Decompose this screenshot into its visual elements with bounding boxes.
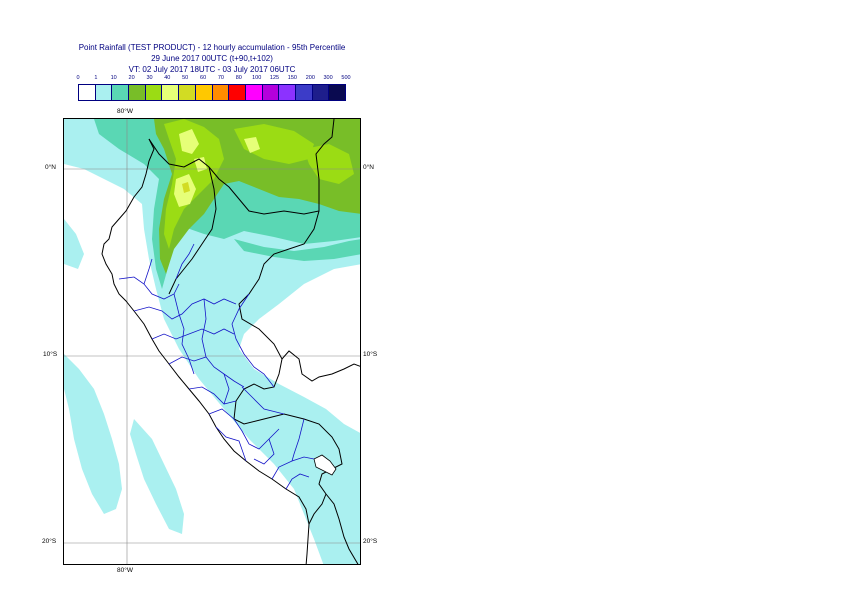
- lat-label-right: 10°S: [363, 351, 378, 358]
- lat-label-left: 20°S: [42, 538, 57, 545]
- admin-border: [291, 418, 305, 462]
- legend-swatch: [145, 85, 163, 100]
- graticule: [64, 119, 360, 564]
- admin-border: [285, 473, 310, 490]
- legend-swatch: [229, 85, 246, 100]
- admin-border: [253, 438, 275, 465]
- lake-titicaca: [313, 454, 337, 476]
- rain-area-very-intense: [179, 129, 199, 154]
- legend-swatch: [312, 85, 330, 100]
- legend-swatch: [162, 85, 180, 100]
- legend-labels: 0 1 10 20 30 40 50 60 70 80 100 125 150 …: [76, 75, 358, 85]
- admin-border: [168, 356, 245, 388]
- legend-swatch: [112, 85, 130, 100]
- base-time: 29 June 2017 00UTC (t+90,t+102): [151, 54, 273, 63]
- lat-label-left: 0°N: [45, 164, 56, 171]
- rain-area-moderate: [234, 239, 360, 261]
- map-title: Point Rainfall (TEST PRODUCT) - 12 hourl…: [78, 43, 346, 52]
- legend-label: 50: [182, 75, 189, 81]
- legend-label: 40: [164, 75, 171, 81]
- rain-area-light: [130, 419, 184, 534]
- legend-label: 100: [252, 75, 262, 81]
- admin-border: [151, 328, 235, 340]
- legend-label: 1: [94, 75, 98, 81]
- legend-swatch: [129, 85, 146, 100]
- admin-border: [241, 386, 285, 415]
- legend-label: 300: [323, 75, 333, 81]
- legend-label: 10: [110, 75, 117, 81]
- legend-swatch: [279, 85, 296, 100]
- legend-swatch: [329, 85, 345, 100]
- admin-border: [208, 408, 280, 450]
- admin-border: [201, 298, 207, 358]
- rain-area-light: [64, 219, 84, 269]
- lon-label-bottom: 80°W: [117, 567, 133, 574]
- legend-label: 30: [146, 75, 153, 81]
- legend-label: 500: [341, 75, 351, 81]
- legend-label: 20: [128, 75, 135, 81]
- country-border: [308, 493, 327, 525]
- legend-swatch: [262, 85, 280, 100]
- admin-border: [231, 293, 275, 388]
- rain-area-very-intense: [244, 137, 260, 153]
- lat-label-left: 10°S: [43, 351, 58, 358]
- legend-label: 80: [235, 75, 242, 81]
- legend-label: 150: [287, 75, 297, 81]
- map-svg: [64, 119, 360, 564]
- legend-label: 125: [269, 75, 280, 81]
- legend-label: 0: [76, 75, 80, 81]
- admin-border: [143, 258, 153, 285]
- rainfall-map: [63, 118, 361, 565]
- country-border: [233, 358, 359, 564]
- rain-area-intense: [164, 119, 224, 249]
- valid-time: VT: 02 July 2017 18UTC - 03 July 2017 06…: [128, 65, 296, 74]
- rain-area-very-intense: [194, 157, 207, 172]
- legend-label: 200: [305, 75, 315, 81]
- country-border: [148, 119, 335, 215]
- color-scale-legend: [78, 84, 346, 101]
- legend-swatch: [95, 85, 113, 100]
- admin-border: [175, 243, 195, 280]
- legend-label: 70: [217, 75, 224, 81]
- rain-area-light: [64, 354, 122, 514]
- legend-label: 60: [200, 75, 207, 81]
- admin-border: [215, 426, 247, 462]
- rain-area-extreme: [182, 182, 190, 193]
- admin-borders: [118, 243, 315, 490]
- legend-swatch: [295, 85, 313, 100]
- legend-swatch: [212, 85, 230, 100]
- admin-border: [133, 298, 237, 320]
- lat-label-right: 0°N: [363, 164, 374, 171]
- lon-label-top: 80°W: [117, 108, 133, 115]
- country-border: [168, 166, 217, 295]
- admin-border: [223, 373, 230, 405]
- legend-swatch: [179, 85, 196, 100]
- legend-swatch: [195, 85, 213, 100]
- rain-area-intense: [234, 124, 314, 164]
- legend-swatch: [245, 85, 263, 100]
- legend-swatch: [79, 85, 96, 100]
- admin-border: [188, 386, 237, 405]
- country-border: [238, 210, 360, 382]
- lat-label-right: 20°S: [363, 538, 378, 545]
- admin-border: [173, 293, 195, 375]
